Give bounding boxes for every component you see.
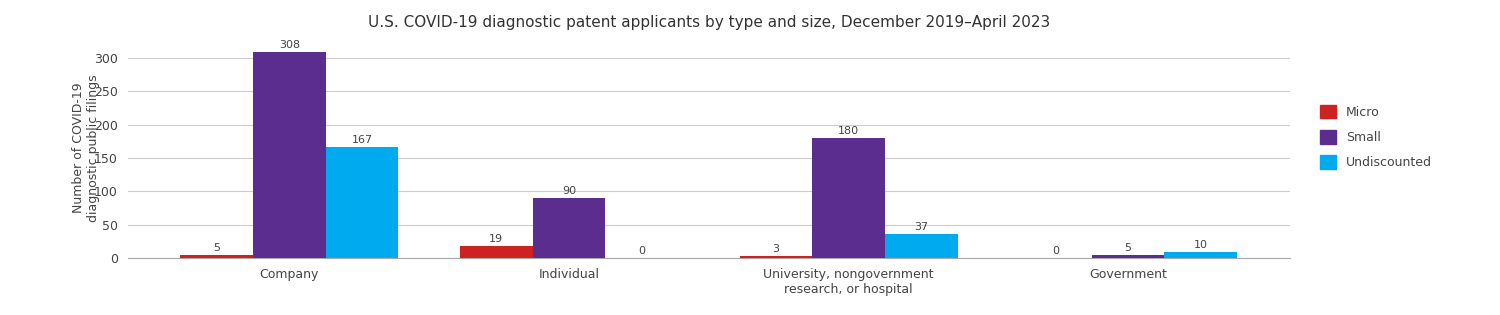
- Legend: Micro, Small, Undiscounted: Micro, Small, Undiscounted: [1320, 105, 1431, 169]
- Bar: [740, 256, 812, 258]
- Text: 180: 180: [839, 126, 860, 136]
- Text: 0: 0: [1052, 246, 1059, 256]
- Title: U.S. COVID-19 diagnostic patent applicants by type and size, December 2019–April: U.S. COVID-19 diagnostic patent applican…: [368, 15, 1050, 30]
- Text: 90: 90: [562, 186, 576, 196]
- Bar: [532, 198, 606, 258]
- Text: 10: 10: [1194, 240, 1208, 249]
- Text: 167: 167: [351, 135, 372, 145]
- Bar: [885, 234, 957, 258]
- Bar: [254, 53, 326, 258]
- Bar: [1092, 255, 1164, 258]
- Bar: [812, 138, 885, 258]
- Bar: [326, 147, 399, 258]
- Text: 5: 5: [1125, 243, 1131, 253]
- Text: 5: 5: [213, 243, 220, 253]
- Text: 3: 3: [772, 244, 780, 254]
- Text: 308: 308: [279, 41, 300, 50]
- Text: 37: 37: [914, 221, 928, 232]
- Y-axis label: Number of COVID-19
diagnostic public filings: Number of COVID-19 diagnostic public fil…: [72, 74, 99, 222]
- Text: 19: 19: [489, 234, 504, 243]
- Text: 0: 0: [638, 246, 645, 256]
- Bar: [460, 246, 532, 258]
- Bar: [1164, 252, 1238, 258]
- Bar: [180, 255, 254, 258]
